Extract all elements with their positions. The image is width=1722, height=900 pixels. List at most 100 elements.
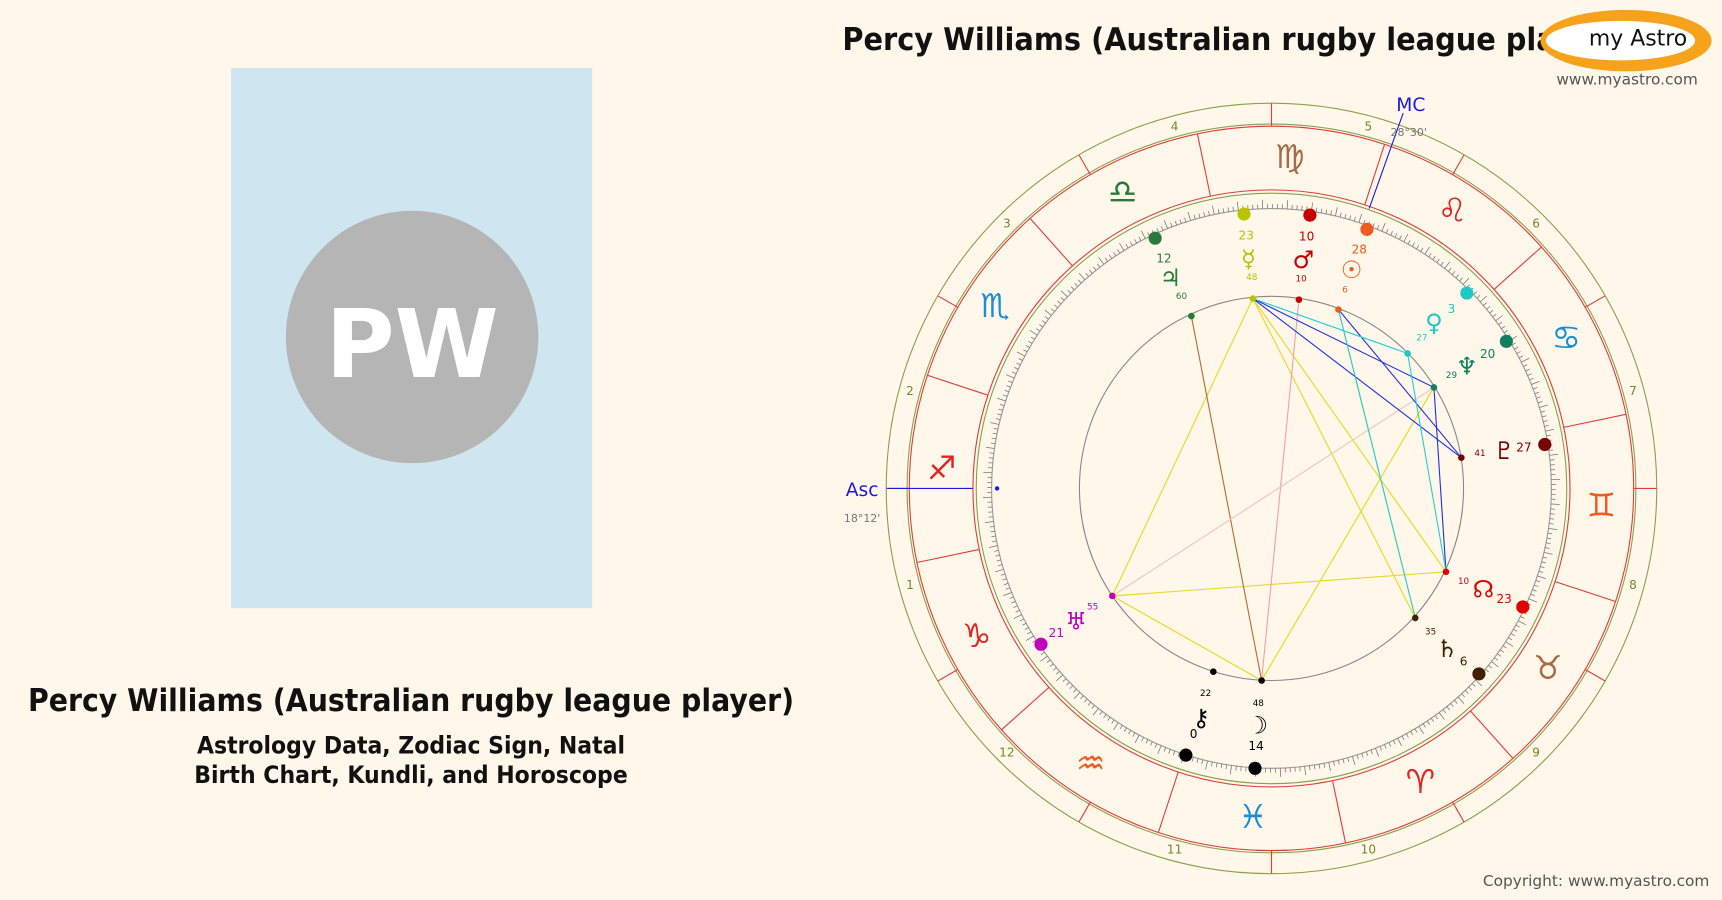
- degree-tick: [1450, 703, 1454, 708]
- degree-tick: [1517, 620, 1527, 626]
- degree-tick: [1196, 758, 1199, 763]
- degree-tick: [1054, 304, 1058, 309]
- degree-tick: [1352, 756, 1356, 765]
- degree-tick: [1495, 315, 1503, 322]
- planet-dot: [1248, 761, 1262, 775]
- degree-tick: [995, 554, 1000, 557]
- logo-inner[interactable]: [1545, 20, 1696, 61]
- aspect-point: [1188, 312, 1195, 320]
- aspect-point: [1404, 350, 1411, 357]
- house-number: 12: [999, 746, 1014, 760]
- house-number: 5: [1365, 119, 1373, 133]
- degree-tick: [1091, 705, 1095, 709]
- degree-tick: [1138, 236, 1142, 242]
- degree-tick: [1170, 222, 1173, 227]
- degree-tick: [1323, 763, 1326, 768]
- asc-point: [994, 486, 1000, 491]
- degree-tick: [1479, 295, 1487, 303]
- degree-tick: [1104, 257, 1109, 262]
- degree-tick: [1515, 624, 1520, 628]
- house-number: 2: [906, 384, 914, 398]
- aspect-line: [1112, 571, 1447, 597]
- planet-minute: 27: [1416, 334, 1427, 344]
- degree-tick: [1525, 368, 1530, 372]
- degree-tick: [1215, 762, 1218, 768]
- degree-tick: [1129, 241, 1133, 246]
- degree-tick: [1531, 380, 1540, 385]
- degree-tick: [1057, 300, 1062, 305]
- degree-tick: [1111, 719, 1115, 724]
- aspect-point: [1458, 454, 1465, 461]
- degree-tick: [1066, 681, 1070, 686]
- planet-dot: [1148, 231, 1162, 245]
- degree-tick: [1548, 449, 1554, 451]
- planet-dot: [1499, 334, 1513, 348]
- degree-tick: [1483, 302, 1487, 306]
- sign-glyph: ♌︎: [1438, 190, 1468, 229]
- logo-text[interactable]: my Astro: [1589, 27, 1687, 52]
- degree-tick: [1385, 228, 1389, 234]
- degree-tick: [1205, 760, 1208, 770]
- degree-tick: [1375, 748, 1380, 757]
- degree-tick: [1070, 286, 1075, 291]
- degree-tick: [1546, 434, 1551, 437]
- degree-tick: [1163, 220, 1168, 229]
- page-title: Percy Williams (Australian rugby league …: [842, 22, 1555, 58]
- degree-tick: [1119, 725, 1123, 730]
- degree-tick: [1103, 714, 1107, 719]
- degree-tick: [1462, 277, 1470, 285]
- degree-tick: [1235, 766, 1237, 771]
- degree-tick: [1502, 645, 1507, 649]
- degree-tick: [1339, 212, 1342, 218]
- planet-degree: 3: [1448, 302, 1456, 316]
- degree-tick: [1019, 618, 1025, 622]
- degree-tick: [1342, 758, 1345, 764]
- degree-tick: [1050, 308, 1055, 312]
- degree-tick: [1527, 373, 1532, 376]
- planet-glyph: ♅: [1065, 607, 1087, 635]
- planet-glyph: ☿: [1241, 245, 1256, 273]
- degree-tick: [1459, 277, 1463, 282]
- degree-tick: [1023, 349, 1028, 353]
- avatar-circle: [285, 210, 539, 464]
- degree-tick: [1320, 208, 1323, 214]
- planet-glyph: ♂: [1292, 246, 1314, 274]
- sign-boundary: [1001, 686, 1050, 731]
- house-cusp: [1452, 154, 1465, 176]
- degree-tick: [1361, 753, 1364, 758]
- site-url[interactable]: www.myastro.com: [1556, 71, 1697, 89]
- degree-tick: [1358, 214, 1363, 223]
- degree-tick: [1330, 210, 1332, 215]
- degree-tick: [1174, 220, 1178, 226]
- aspect-line: [1190, 315, 1263, 681]
- degree-tick: [1537, 401, 1543, 404]
- degree-tick: [1016, 362, 1021, 366]
- degree-tick: [1315, 207, 1318, 213]
- sign-boundary: [1332, 780, 1347, 844]
- degree-tick: [1416, 245, 1420, 250]
- degree-tick: [1530, 593, 1535, 597]
- planet-minute: 41: [1474, 449, 1485, 459]
- degree-tick: [1203, 212, 1206, 217]
- degree-tick: [984, 521, 994, 523]
- degree-tick: [992, 432, 998, 435]
- planet-minute: 6: [1342, 285, 1348, 295]
- degree-tick: [1544, 547, 1550, 549]
- degree-tick: [1108, 254, 1113, 259]
- planet-dot: [1303, 208, 1317, 222]
- degree-tick: [1044, 309, 1052, 316]
- degree-tick: [1501, 325, 1506, 329]
- degree-tick: [1113, 251, 1117, 257]
- house-number: 1: [906, 578, 914, 592]
- degree-tick: [1022, 622, 1027, 626]
- degree-tick: [1038, 324, 1044, 328]
- degree-tick: [1370, 749, 1373, 755]
- degree-tick: [994, 550, 999, 552]
- degree-tick: [1541, 415, 1547, 418]
- degree-tick: [1473, 291, 1477, 295]
- degree-tick: [1013, 614, 1022, 619]
- degree-tick: [1184, 217, 1187, 223]
- sign-glyph: ♎︎: [1108, 172, 1138, 211]
- house-cusp: [1584, 669, 1606, 682]
- degree-tick: [1468, 686, 1473, 691]
